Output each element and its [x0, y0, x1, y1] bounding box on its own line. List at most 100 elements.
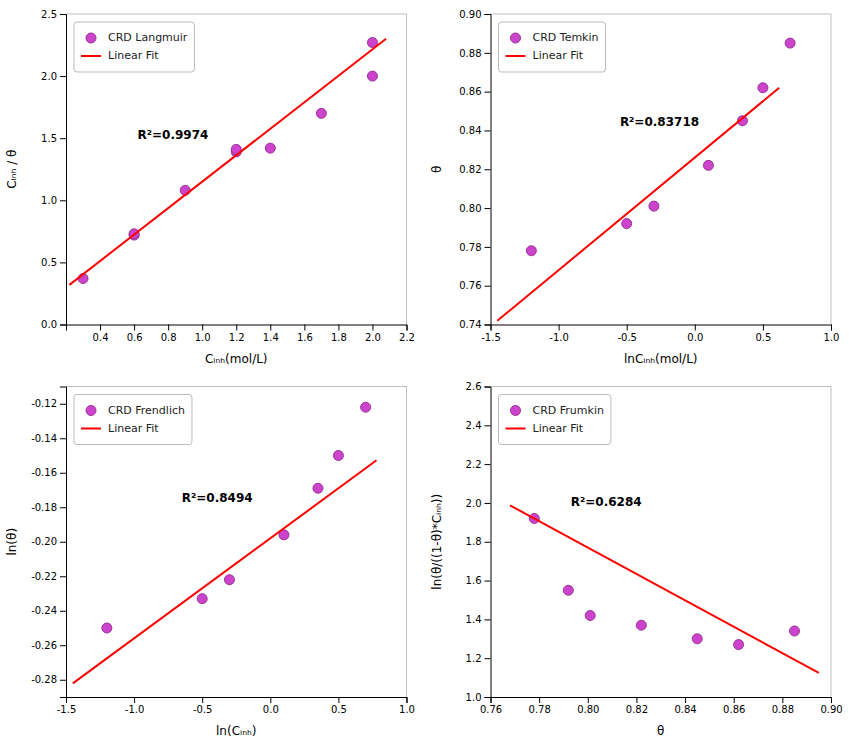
tick: 1.0 [195, 325, 211, 343]
axis-line [67, 698, 408, 704]
legend-label: Linear Fit [533, 422, 584, 435]
panel: 0.40.60.81.01.21.41.61.82.02.20.00.51.01… [5, 9, 415, 366]
frame [831, 14, 832, 325]
tick: 0.82 [626, 697, 648, 715]
point [703, 160, 713, 170]
tick: -0.28 [31, 674, 66, 685]
tick-label: -0.18 [31, 502, 57, 513]
point [649, 201, 659, 211]
tick-label: -1.5 [57, 704, 77, 715]
point [622, 219, 632, 229]
tick-mark [270, 325, 271, 331]
tick-mark [485, 425, 491, 426]
point [563, 585, 573, 595]
tick-label: 0.5 [41, 257, 57, 268]
tick-label: 0.86 [459, 86, 481, 97]
tick-mark [485, 464, 491, 465]
legend: CRD FrendlichLinear Fit [74, 395, 192, 445]
tick-label: -0.5 [617, 332, 637, 343]
axis-line [485, 15, 492, 326]
tick-label: -0.5 [193, 704, 213, 715]
tick: 1.8 [331, 325, 347, 343]
tick-label: -0.16 [31, 467, 57, 478]
tick: -0.5 [193, 697, 213, 715]
axis-line [60, 15, 67, 326]
point [734, 640, 744, 650]
tick-mark [831, 325, 832, 331]
point [585, 610, 595, 620]
tick-mark [485, 92, 491, 93]
tick-label: 1.8 [331, 332, 347, 343]
axis: -1.5-1.0-0.50.00.51.0 [57, 697, 415, 715]
axis: 0.40.60.81.01.21.41.61.82.02.2 [67, 325, 415, 343]
point [197, 594, 207, 604]
tick-label: -0.12 [31, 398, 57, 409]
tick-mark [270, 697, 271, 703]
tick: 1.4 [466, 614, 491, 625]
tick: -0.16 [31, 467, 66, 478]
tick-label: -0.24 [31, 605, 57, 616]
tick: 1.0 [824, 325, 840, 343]
tick-mark [202, 325, 203, 331]
tick-mark [134, 697, 135, 703]
tick-label: 2.2 [399, 332, 415, 343]
point [333, 451, 343, 461]
x-axis-title: ln(Cᵢₙₕ) [216, 724, 256, 738]
legend-swatch [506, 428, 526, 430]
tick-label: 1.8 [466, 536, 482, 547]
fit-line [497, 88, 779, 321]
tick-mark [485, 286, 491, 287]
tick: 2.2 [466, 459, 491, 470]
tick-label: 0.0 [41, 319, 57, 330]
tick: 0.0 [41, 319, 66, 330]
tick-label: 0.6 [127, 332, 143, 343]
tick-label: -1.5 [481, 332, 501, 343]
tick-label: 1.5 [41, 133, 57, 144]
tick-label: 0.8 [161, 332, 177, 343]
frame [491, 386, 832, 387]
tick-label: 2.4 [466, 420, 482, 431]
point [313, 483, 323, 493]
tick-label: 0.78 [529, 704, 551, 715]
legend-swatch [86, 406, 96, 416]
tick-mark [60, 262, 66, 263]
tick: 0.86 [723, 697, 745, 715]
tick-mark [485, 542, 491, 543]
tick-mark [60, 14, 66, 15]
tick-label: -0.22 [31, 571, 57, 582]
tick: 0.84 [459, 125, 490, 136]
point [758, 83, 768, 93]
legend-box [74, 22, 194, 72]
axis: -0.28-0.26-0.24-0.22-0.20-0.18-0.16-0.14… [31, 387, 66, 698]
legend-box [74, 395, 192, 445]
point [526, 246, 536, 256]
tick-mark [485, 503, 491, 504]
tick: 0.88 [459, 48, 490, 59]
point [790, 626, 800, 636]
tick: -1.5 [57, 697, 77, 715]
tick-mark [831, 697, 832, 703]
frame [491, 14, 832, 15]
tick-label: 0.80 [459, 203, 481, 214]
point [785, 38, 795, 48]
tick-label: 0.74 [459, 319, 481, 330]
axis: 0.760.780.800.820.840.860.880.90 [480, 697, 843, 715]
legend-label: Linear Fit [108, 49, 159, 62]
tick: 1.0 [399, 697, 415, 715]
tick-mark [236, 325, 237, 331]
x-axis-title: θ [657, 724, 664, 738]
tick: 1.0 [466, 692, 491, 703]
panel: -1.5-1.0-0.50.00.51.00.740.760.780.800.8… [430, 9, 840, 366]
frame [406, 14, 407, 325]
tick-mark [782, 697, 783, 703]
tick: 2.0 [466, 498, 491, 509]
tick: -1.5 [481, 325, 501, 343]
tick-label: 0.84 [674, 704, 696, 715]
tick-mark [60, 507, 66, 508]
tick-mark [60, 404, 66, 405]
fit-line [510, 505, 819, 673]
annotation: R²=0.83718 [620, 115, 699, 129]
tick: 1.6 [297, 325, 313, 343]
tick: 0.74 [459, 319, 490, 330]
tick: 1.2 [229, 325, 245, 343]
